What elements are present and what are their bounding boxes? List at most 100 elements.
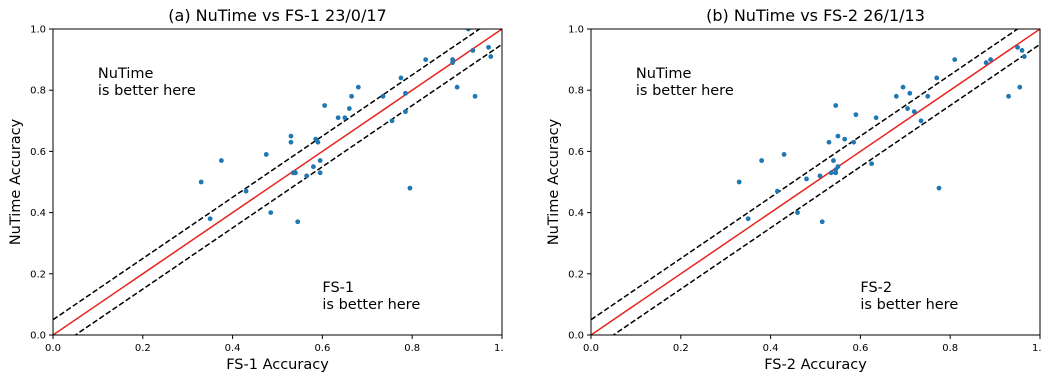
- data-point: [826, 139, 832, 145]
- annotation-0: NuTime is better here: [98, 66, 196, 99]
- plot-frame: [52, 28, 503, 336]
- annotation-line: NuTime: [98, 66, 154, 82]
- data-point: [389, 118, 395, 124]
- data-point: [925, 93, 931, 99]
- data-point: [745, 216, 751, 222]
- scatter-panel-b: (b) NuTime vs FS-2 26/1/13 NuTime is bette…: [538, 0, 1042, 379]
- data-point: [900, 84, 906, 90]
- data-point: [988, 57, 994, 62]
- reference-lines: [53, 29, 502, 335]
- diagonal-line: [591, 29, 1040, 335]
- data-point: [781, 152, 787, 157]
- data-point: [486, 44, 491, 50]
- data-point: [983, 60, 989, 66]
- x-tick-label: 0.0: [583, 343, 599, 354]
- data-point: [795, 210, 800, 216]
- data-point: [355, 84, 361, 90]
- data-point: [907, 90, 913, 96]
- data-points: [198, 29, 494, 225]
- data-point: [346, 106, 352, 111]
- y-tick-label: 0.8: [30, 86, 46, 97]
- data-point: [1006, 93, 1011, 99]
- data-point: [304, 173, 310, 179]
- y-tick-label: 0.2: [30, 269, 46, 280]
- data-point: [842, 136, 848, 142]
- data-point: [833, 103, 839, 108]
- data-point: [465, 29, 471, 32]
- annotation-line: NuTime: [636, 66, 692, 82]
- x-axis-label: FS-1 Accuracy: [226, 357, 329, 373]
- margin-dashed-line-2: [612, 43, 1040, 335]
- x-axis-label: FS-2 Accuracy: [764, 357, 867, 373]
- data-point: [349, 93, 354, 99]
- data-point: [335, 115, 341, 121]
- annotation-line: is better here: [98, 83, 196, 99]
- data-point: [774, 188, 780, 194]
- data-point: [851, 139, 857, 145]
- data-point: [1017, 84, 1023, 90]
- data-point: [759, 158, 765, 163]
- data-point: [380, 93, 386, 99]
- data-point: [1019, 48, 1025, 53]
- y-tick-label: 0.6: [568, 147, 584, 158]
- x-tick-label: 1.0: [1032, 343, 1042, 354]
- data-point: [288, 139, 294, 145]
- data-point: [804, 176, 809, 182]
- data-point: [470, 48, 476, 53]
- chart-title: (b) NuTime vs FS-2 26/1/13: [706, 6, 925, 25]
- data-point: [835, 133, 841, 139]
- data-point: [398, 75, 404, 81]
- annotation-line: is better here: [636, 83, 734, 99]
- y-tick-label: 0.6: [30, 147, 46, 158]
- x-tick-label: 0.8: [942, 343, 958, 354]
- y-tick-label: 0.4: [30, 208, 46, 219]
- data-point: [322, 103, 328, 108]
- margin-dashed-line-2: [74, 43, 502, 335]
- data-point: [736, 179, 742, 185]
- data-point: [311, 164, 316, 170]
- data-point: [268, 210, 274, 216]
- data-point: [488, 54, 494, 59]
- x-tick-label: 0.6: [314, 343, 330, 354]
- y-tick-label: 1.0: [568, 25, 584, 36]
- y-tick-label: 0.2: [568, 269, 584, 280]
- y-tick-label: 0.8: [568, 86, 584, 97]
- data-point: [918, 118, 924, 124]
- diagonal-line: [53, 29, 502, 335]
- data-point: [1015, 44, 1020, 50]
- y-tick-label: 0.0: [568, 331, 584, 342]
- annotation-line: is better here: [860, 297, 958, 313]
- data-point: [288, 133, 294, 139]
- x-tick-label: 0.6: [852, 343, 868, 354]
- data-point: [423, 57, 429, 62]
- data-point: [342, 115, 348, 121]
- data-point: [293, 170, 298, 176]
- y-tick-label: 0.0: [30, 331, 46, 342]
- x-tick-label: 0.2: [135, 343, 151, 354]
- y-axis-label: NuTime Accuracy: [546, 118, 562, 245]
- data-point: [407, 185, 413, 191]
- annotation-line: is better here: [322, 297, 420, 313]
- annotation-line: FS-2: [860, 280, 892, 296]
- data-point: [403, 109, 408, 115]
- annotation-line: FS-1: [322, 280, 354, 296]
- x-tick-label: 0.2: [673, 343, 689, 354]
- margin-dashed-line-1: [53, 29, 481, 321]
- annotation-0: NuTime is better here: [636, 66, 734, 99]
- x-tick-label: 0.8: [404, 343, 420, 354]
- data-point: [873, 115, 879, 121]
- data-point: [828, 170, 834, 176]
- data-point: [835, 164, 841, 170]
- data-point: [934, 75, 940, 81]
- data-point: [819, 219, 825, 225]
- data-point: [403, 90, 408, 96]
- reference-lines: [591, 29, 1040, 335]
- x-tick-label: 0.4: [225, 343, 241, 354]
- data-point: [472, 93, 478, 99]
- scatter-panel-a: (a) NuTime vs FS-1 23/0/17 NuTime is bette…: [0, 0, 510, 379]
- x-tick-label: 1.0: [494, 343, 504, 354]
- data-point: [853, 112, 859, 118]
- y-tick-label: 1.0: [30, 25, 46, 36]
- data-point: [207, 216, 213, 222]
